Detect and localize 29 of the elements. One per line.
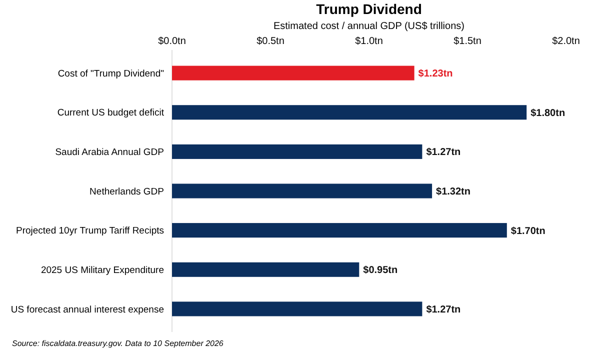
y-tick-label: Saudi Arabia Annual GDP xyxy=(55,147,164,158)
y-tick-label: Netherlands GDP xyxy=(90,186,164,198)
x-tick-label: $1.5tn xyxy=(454,36,482,47)
bar xyxy=(172,105,527,120)
data-label: $1.23tn xyxy=(418,68,453,80)
data-label: $1.70tn xyxy=(510,226,546,237)
x-tick-label: $2.0tn xyxy=(552,36,580,47)
data-label: $1.80tn xyxy=(530,108,566,119)
x-axis-title: Estimated cost / annual GDP (US$ trillions) xyxy=(273,21,465,32)
bar xyxy=(172,302,422,316)
bar xyxy=(172,66,414,80)
bar xyxy=(172,223,507,238)
source-note: Source: fiscaldata.treasury.gov. Data to 10 September 2026 xyxy=(12,339,224,348)
data-label: $1.27tn xyxy=(426,304,461,316)
chart-title: Trump Dividend xyxy=(316,1,422,17)
x-tick-label: $1.0tn xyxy=(355,36,383,47)
y-tick-label: Projected 10yr Trump Tariff Recipts xyxy=(16,226,164,237)
bar xyxy=(172,262,360,277)
data-label: $1.32tn xyxy=(436,186,471,198)
x-tick-label: $0.5tn xyxy=(256,36,284,47)
y-tick-label: Cost of "Trump Dividend" xyxy=(58,68,164,80)
x-tick-label: $0.0tn xyxy=(158,36,186,47)
bar xyxy=(172,184,432,198)
y-tick-label: US forecast annual interest expense xyxy=(10,304,164,316)
y-tick-label: 2025 US Military Expenditure xyxy=(40,264,164,276)
data-label: $0.95tn xyxy=(363,265,398,276)
bar xyxy=(172,144,422,159)
y-tick-label: Current US budget deficit xyxy=(57,108,164,119)
data-label: $1.27tn xyxy=(426,147,461,158)
